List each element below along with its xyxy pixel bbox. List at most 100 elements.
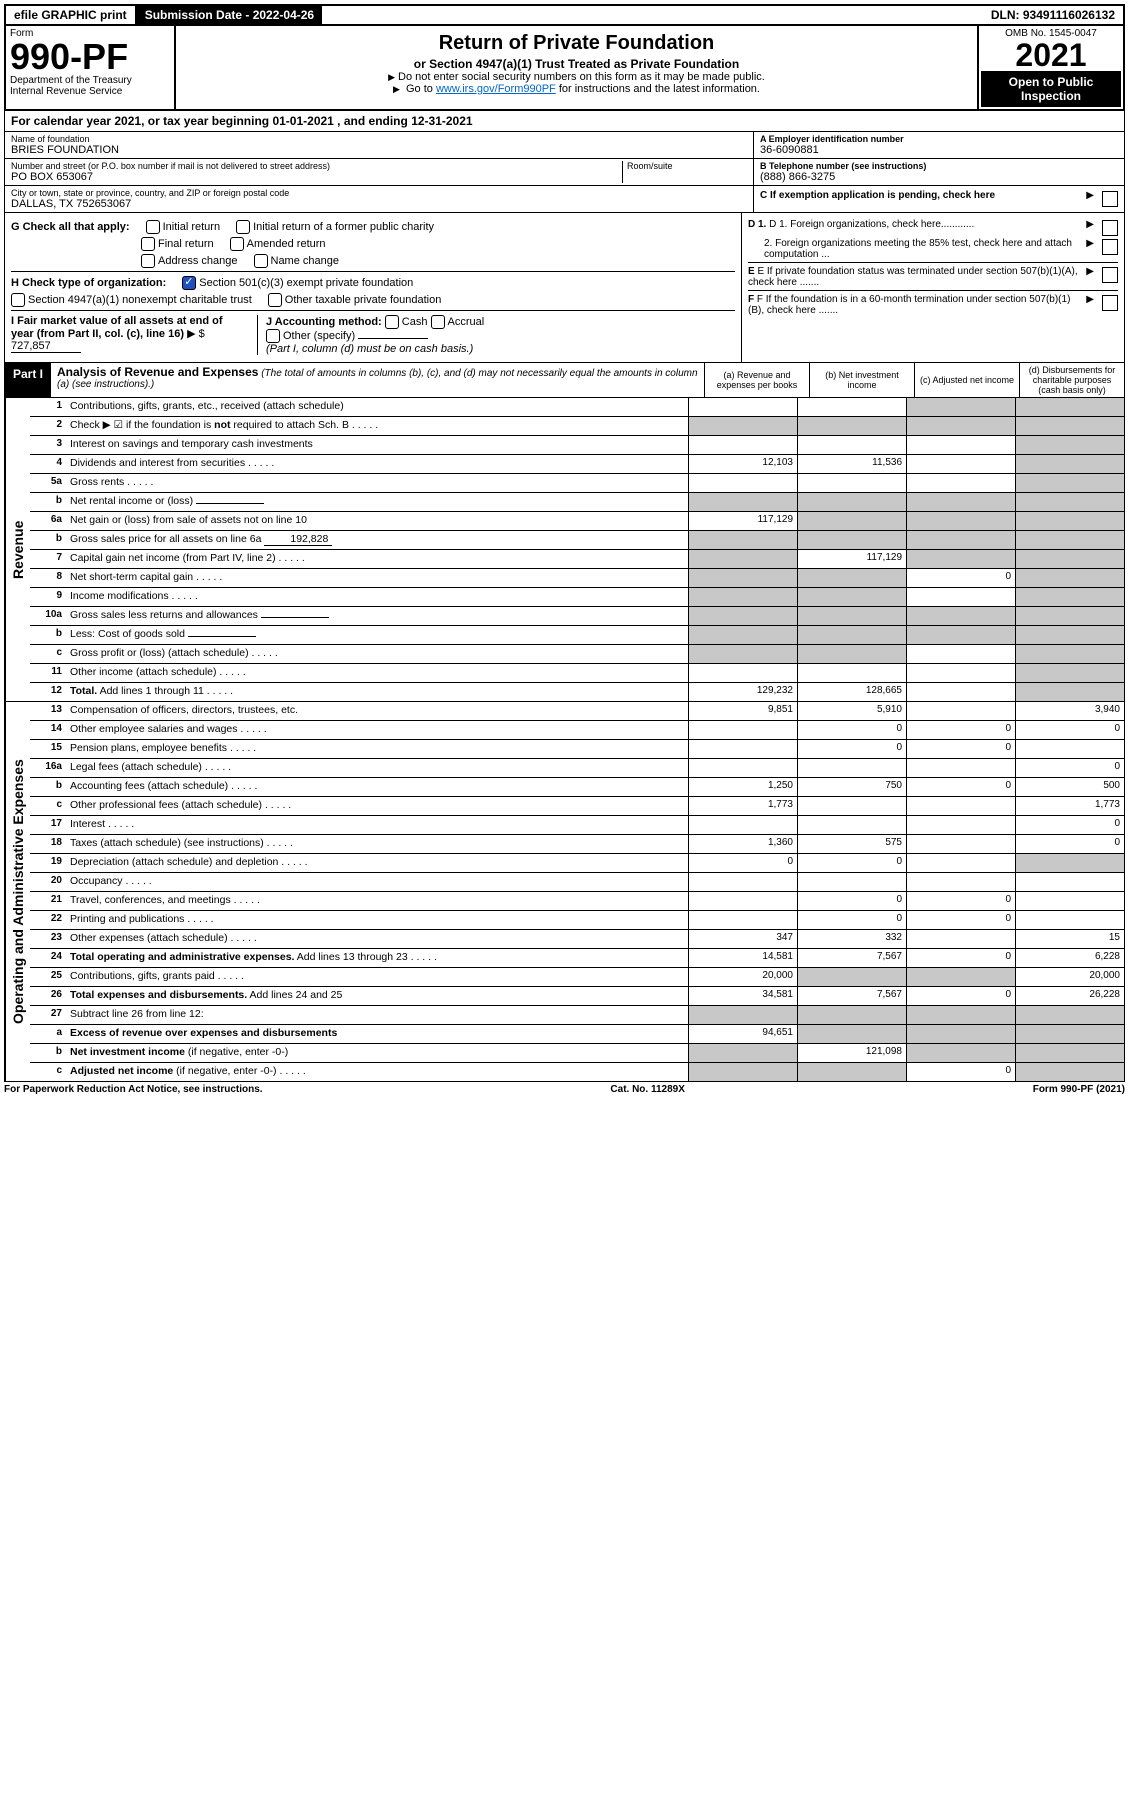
amount-cell [688, 892, 797, 910]
amount-cell [1015, 1044, 1124, 1062]
table-row: bGross sales price for all assets on lin… [30, 531, 1124, 550]
amount-cell [1015, 493, 1124, 511]
line-number: 3 [30, 436, 66, 454]
j-label: J Accounting method: [266, 316, 382, 328]
e-checkbox[interactable] [1102, 267, 1118, 283]
amount-cell: 9,851 [688, 702, 797, 720]
amount-cell [906, 759, 1015, 777]
irs-label: Internal Revenue Service [10, 86, 170, 97]
amount-cell [1015, 683, 1124, 701]
amount-cell [688, 1006, 797, 1024]
amount-cell [797, 816, 906, 834]
line-number: 23 [30, 930, 66, 948]
amount-cell [797, 531, 906, 549]
amount-cell [688, 1063, 797, 1081]
h-501c3-checkbox[interactable] [182, 276, 196, 290]
amount-cell [1015, 1025, 1124, 1043]
line-number: 7 [30, 550, 66, 568]
g-address-checkbox[interactable] [141, 254, 155, 268]
table-row: 21Travel, conferences, and meetings . . … [30, 892, 1124, 911]
amount-cell: 0 [1015, 721, 1124, 739]
amount-cell [1015, 531, 1124, 549]
amount-cell [688, 664, 797, 682]
table-row: 22Printing and publications . . . . .00 [30, 911, 1124, 930]
checks-section: G Check all that apply: Initial return I… [4, 213, 1125, 363]
f-checkbox[interactable] [1102, 295, 1118, 311]
line-description: Adjusted net income (if negative, enter … [66, 1063, 688, 1081]
c-checkbox[interactable] [1102, 191, 1118, 207]
amount-cell [797, 1063, 906, 1081]
amount-cell [797, 512, 906, 530]
line-description: Dividends and interest from securities .… [66, 455, 688, 473]
foundation-name: BRIES FOUNDATION [11, 144, 747, 156]
tel-label: B Telephone number (see instructions) [760, 161, 1118, 171]
amount-cell [688, 588, 797, 606]
g-initial-former-checkbox[interactable] [236, 220, 250, 234]
city-label: City or town, state or province, country… [11, 188, 747, 198]
amount-cell: 0 [1015, 816, 1124, 834]
amount-cell [1015, 569, 1124, 587]
j-cash-checkbox[interactable] [385, 315, 399, 329]
form-title: Return of Private Foundation [180, 32, 973, 55]
ein-label: A Employer identification number [760, 134, 1118, 144]
amount-cell [797, 493, 906, 511]
amount-cell: 0 [906, 1063, 1015, 1081]
amount-cell [797, 873, 906, 891]
line-description: Net short-term capital gain . . . . . [66, 569, 688, 587]
table-row: 23Other expenses (attach schedule) . . .… [30, 930, 1124, 949]
amount-cell: 750 [797, 778, 906, 796]
amount-cell [797, 797, 906, 815]
line-number: a [30, 1025, 66, 1043]
amount-cell [688, 493, 797, 511]
table-row: 19Depreciation (attach schedule) and dep… [30, 854, 1124, 873]
line-number: 21 [30, 892, 66, 910]
line-number: 26 [30, 987, 66, 1005]
amount-cell: 575 [797, 835, 906, 853]
line-number: b [30, 493, 66, 511]
h-4947-checkbox[interactable] [11, 293, 25, 307]
line-number: b [30, 1044, 66, 1062]
table-row: 13Compensation of officers, directors, t… [30, 702, 1124, 721]
amount-cell: 0 [797, 892, 906, 910]
amount-cell [906, 968, 1015, 986]
amount-cell [906, 683, 1015, 701]
g-amended-checkbox[interactable] [230, 237, 244, 251]
form990pf-link[interactable]: www.irs.gov/Form990PF [436, 83, 556, 95]
line-description: Capital gain net income (from Part IV, l… [66, 550, 688, 568]
efile-btn[interactable]: efile GRAPHIC print [6, 6, 137, 24]
amount-cell [906, 455, 1015, 473]
table-row: bLess: Cost of goods sold [30, 626, 1124, 645]
g-final-checkbox[interactable] [141, 237, 155, 251]
amount-cell [688, 645, 797, 663]
table-row: cGross profit or (loss) (attach schedule… [30, 645, 1124, 664]
line-number: 1 [30, 398, 66, 416]
d2-checkbox[interactable] [1102, 239, 1118, 255]
room-label: Room/suite [627, 161, 747, 171]
line-number: 24 [30, 949, 66, 967]
note1: Do not enter social security numbers on … [180, 71, 973, 83]
table-row: 24Total operating and administrative exp… [30, 949, 1124, 968]
h-other-checkbox[interactable] [268, 293, 282, 307]
amount-cell [1015, 873, 1124, 891]
table-row: 10aGross sales less returns and allowanc… [30, 607, 1124, 626]
j-other-checkbox[interactable] [266, 329, 280, 343]
line-description: Gross rents . . . . . [66, 474, 688, 492]
amount-cell [797, 588, 906, 606]
amount-cell [688, 550, 797, 568]
g-name-checkbox[interactable] [254, 254, 268, 268]
amount-cell: 0 [906, 911, 1015, 929]
line-number: 5a [30, 474, 66, 492]
amount-cell [906, 816, 1015, 834]
table-row: 6aNet gain or (loss) from sale of assets… [30, 512, 1124, 531]
d1-checkbox[interactable] [1102, 220, 1118, 236]
g-initial-checkbox[interactable] [146, 220, 160, 234]
j-accrual-checkbox[interactable] [431, 315, 445, 329]
line-number: 12 [30, 683, 66, 701]
amount-cell [906, 417, 1015, 435]
line-number: 2 [30, 417, 66, 435]
city-state-zip: DALLAS, TX 752653067 [11, 198, 747, 210]
table-row: 2Check ▶ ☑ if the foundation is not requ… [30, 417, 1124, 436]
line-number: 25 [30, 968, 66, 986]
amount-cell: 3,940 [1015, 702, 1124, 720]
amount-cell: 94,651 [688, 1025, 797, 1043]
